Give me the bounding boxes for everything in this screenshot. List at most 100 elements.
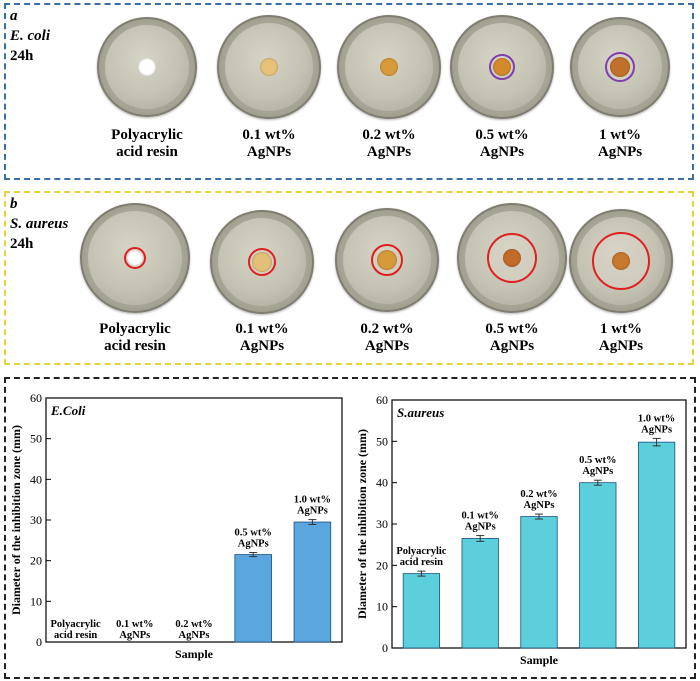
bar-data-label: AgNPs [119,630,150,641]
bar [293,521,332,643]
bar [402,573,441,649]
dish-label-line: AgNPs [597,144,643,160]
bar-data-label: AgNPs [582,466,613,477]
b-dish-label-5: 1 wt% AgNPs [556,321,686,355]
panel-a-frame [4,3,694,180]
bar-data-label: acid resin [400,557,443,568]
y-tick-label: 10 [30,594,42,608]
bar [520,516,558,649]
bar [234,554,272,643]
dish-label-line: acid resin [116,144,178,160]
bar [579,482,617,649]
b-petri-dish-5 [569,209,673,313]
a-petri-dish-3 [337,15,441,119]
x-axis-label: Sample [175,647,214,661]
bar-data-label: Polyacrylic [396,546,446,557]
bar-data-label: 0.1 wt% [462,511,499,522]
chart-title: S.aureus [397,405,444,420]
y-tick-label: 50 [376,434,388,448]
y-tick-label: 20 [376,558,388,572]
a-dish-label-2: 0.1 wt% AgNPs [204,127,334,161]
panel-b-tag: b [10,196,18,212]
sample-disc [377,250,397,270]
y-axis-label: Diameter of the inhibition zone (mm) [355,429,369,619]
panel-a-organism: E. coli [10,28,50,44]
bar-data-label: Polyacrylic [51,619,101,630]
bar-data-label: AgNPs [641,424,672,435]
b-dish-label-4: 0.5 wt% AgNPs [447,321,577,355]
bar [461,538,499,649]
bar-data-label: acid resin [54,630,97,641]
panel-b-organism: S. aureus [10,216,69,232]
chart-d: 0 10 20 30 40 50 60 S.aureus Diameter of the inh… [355,393,687,667]
a-petri-dish-1 [97,17,197,117]
panel-b-time: 24h [10,236,34,252]
y-tick-label: 20 [30,554,42,568]
dish-label-line: AgNPs [239,338,285,354]
dish-label-line: AgNPs [364,338,410,354]
dish-label-line: AgNPs [598,338,644,354]
sample-disc [380,58,398,76]
sample-disc [610,57,630,77]
y-tick-label: 40 [376,476,388,490]
y-tick-label: 0 [382,641,388,655]
y-tick-label: 60 [30,391,42,405]
dish-label-line: 0.1 wt% [242,127,296,143]
chart-c: 0 10 20 30 40 50 60 E.Coli Diameter of the inhib… [9,391,343,661]
dish-label-line: 1 wt% [599,321,643,337]
y-tick-label: 10 [376,600,388,614]
sample-disc [252,252,272,272]
bar-data-label: 0.5 wt% [235,528,272,539]
bar-data-label: 0.2 wt% [520,489,557,500]
b-dish-label-1: Polyacrylic acid resin [70,321,200,355]
bar-data-label: 0.5 wt% [579,455,616,466]
bar-data-label: AgNPs [524,500,555,511]
a-petri-dish-4 [450,15,554,119]
sample-disc [503,249,521,267]
a-dish-label-5: 1 wt% AgNPs [555,127,685,161]
y-axis-label: Diameter of the inhibition zone (mm) [9,425,23,615]
dish-label-line: AgNPs [246,144,292,160]
b-dish-label-3: 0.2 wt% AgNPs [322,321,452,355]
bar-data-label: 1.0 wt% [638,413,675,424]
x-axis-label: Sample [520,653,559,667]
bar [637,441,676,649]
sample-disc [260,58,278,76]
dish-label-line: AgNPs [366,144,412,160]
dish-label-line: AgNPs [479,144,525,160]
dish-label-line: 0.1 wt% [235,321,289,337]
y-tick-label: 30 [376,517,388,531]
y-tick-label: 0 [36,635,42,649]
dish-label-line: acid resin [104,338,166,354]
bar-data-label: 1.0 wt% [294,495,331,506]
panel-a-tag: a [10,8,18,24]
chart-title: E.Coli [50,403,86,418]
bar-data-label: AgNPs [179,630,210,641]
dish-label-line: 0.5 wt% [485,321,539,337]
panel-b-frame [4,191,694,365]
bar-data-label: 0.1 wt% [116,619,153,630]
bar-data-label: AgNPs [297,506,328,517]
a-dish-label-3: 0.2 wt% AgNPs [324,127,454,161]
dish-label-line: 1 wt% [598,127,642,143]
bar-data-label: AgNPs [465,522,496,533]
sample-disc [612,252,630,270]
sample-disc [138,58,156,76]
dish-label-line: 0.2 wt% [360,321,414,337]
y-tick-label: 50 [30,432,42,446]
y-tick-label: 30 [30,513,42,527]
a-petri-dish-2 [217,15,321,119]
y-tick-label: 60 [376,393,388,407]
dish-label-line: Polyacrylic [111,127,183,143]
sample-disc [493,58,511,76]
panel-cd-frame [4,377,696,679]
y-tick-label: 40 [30,472,42,486]
a-dish-label-1: Polyacrylic acid resin [82,127,212,161]
bar-data-label: AgNPs [238,539,269,550]
dish-label-line: 0.2 wt% [362,127,416,143]
dish-label-line: 0.5 wt% [475,127,529,143]
panel-a-time: 24h [10,48,34,64]
sample-disc [127,250,143,266]
b-dish-label-2: 0.1 wt% AgNPs [197,321,327,355]
a-dish-label-4: 0.5 wt% AgNPs [437,127,567,161]
